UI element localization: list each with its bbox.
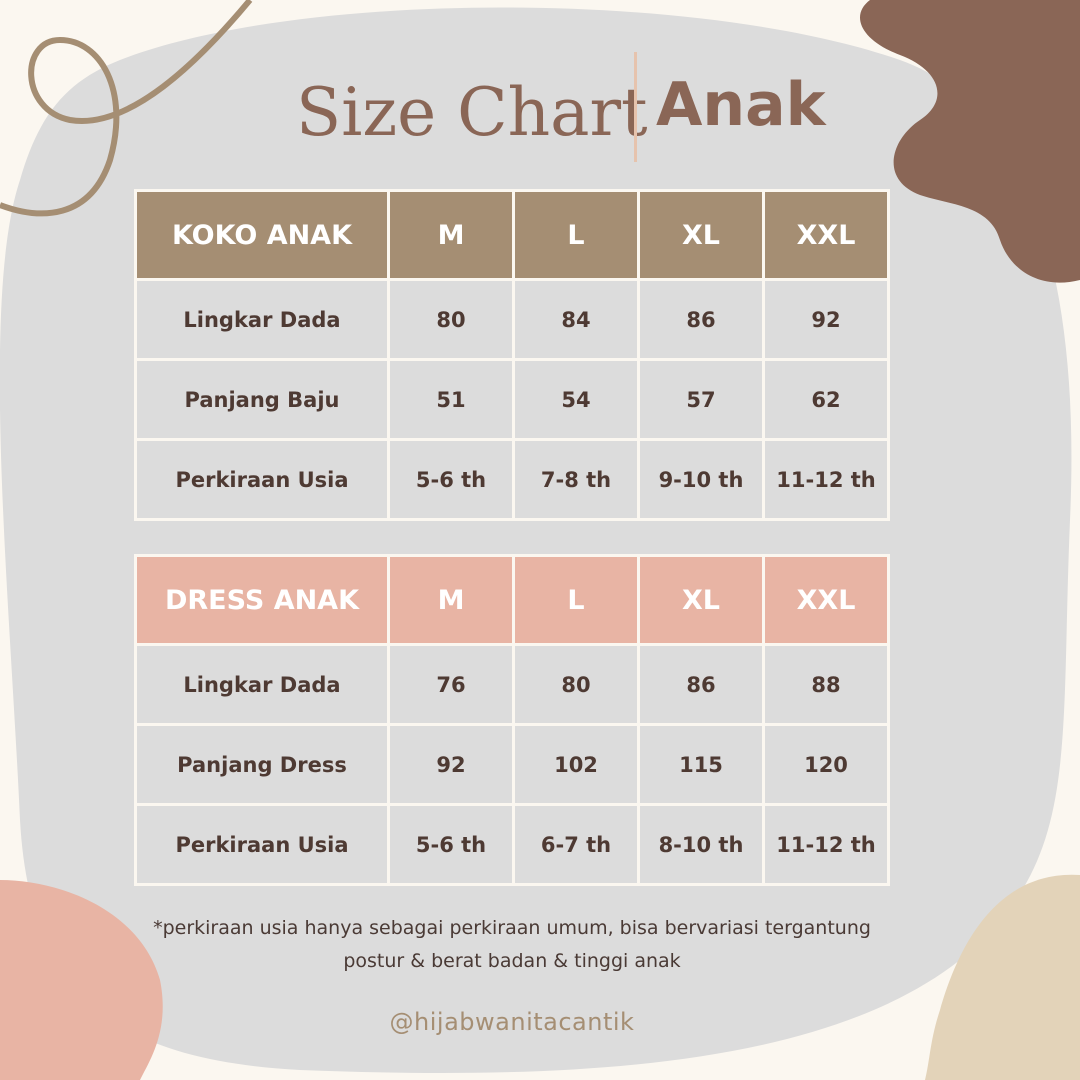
pink-blob (0, 880, 163, 1080)
beige-blob (925, 874, 1080, 1080)
table-row: Lingkar Dada 80 84 86 92 (134, 278, 890, 361)
category-header-cell: DRESS ANAK (134, 554, 390, 646)
row-label-cell: Perkiraan Usia (134, 438, 390, 521)
value-cell: 84 (512, 278, 640, 361)
value-cell: 5-6 th (387, 438, 515, 521)
value-cell: 6-7 th (512, 803, 640, 886)
row-label-cell: Lingkar Dada (134, 278, 390, 361)
size-header-cell: M (387, 554, 515, 646)
page-title: Size Chart Anak (0, 52, 1080, 172)
size-header-cell: L (512, 189, 640, 281)
footnote: *perkiraan usia hanya sebagai perkiraan … (100, 912, 924, 978)
row-label-cell: Perkiraan Usia (134, 803, 390, 886)
size-header-cell: XXL (762, 189, 890, 281)
value-cell: 80 (512, 643, 640, 726)
table-row: Panjang Baju 51 54 57 62 (134, 358, 890, 441)
value-cell: 5-6 th (387, 803, 515, 886)
row-label-cell: Panjang Dress (134, 723, 390, 806)
value-cell: 86 (637, 278, 765, 361)
value-cell: 57 (637, 358, 765, 441)
table-row: Perkiraan Usia 5-6 th 6-7 th 8-10 th 11-12 t… (134, 803, 890, 886)
value-cell: 92 (762, 278, 890, 361)
value-cell: 11-12 th (762, 803, 890, 886)
row-label-cell: Panjang Baju (134, 358, 390, 441)
value-cell: 8-10 th (637, 803, 765, 886)
value-cell: 54 (512, 358, 640, 441)
size-header-cell: M (387, 189, 515, 281)
size-header-cell: XL (637, 189, 765, 281)
value-cell: 92 (387, 723, 515, 806)
footnote-line-1: *perkiraan usia hanya sebagai perkiraan … (153, 917, 871, 939)
value-cell: 115 (637, 723, 765, 806)
size-header-cell: XXL (762, 554, 890, 646)
rope-line (0, 0, 253, 217)
value-cell: 88 (762, 643, 890, 726)
table-header-row: KOKO ANAK M L XL XXL (134, 189, 890, 281)
value-cell: 51 (387, 358, 515, 441)
footnote-line-2: postur & berat badan & tinggi anak (343, 950, 681, 972)
size-header-cell: XL (637, 554, 765, 646)
value-cell: 9-10 th (637, 438, 765, 521)
social-handle: @hijabwanitacantik (389, 1008, 635, 1036)
dress-size-table: DRESS ANAK M L XL XXL Lingkar Dada 76 80 86 88 Pan… (134, 554, 890, 886)
koko-size-table: KOKO ANAK M L XL XXL Lingkar Dada 80 84 86 92 Panj… (134, 189, 890, 521)
title-main: Size Chart (296, 74, 648, 151)
row-label-cell: Lingkar Dada (134, 643, 390, 726)
value-cell: 120 (762, 723, 890, 806)
value-cell: 102 (512, 723, 640, 806)
table-row: Perkiraan Usia 5-6 th 7-8 th 9-10 th 11-12 t… (134, 438, 890, 521)
category-header-cell: KOKO ANAK (134, 189, 390, 281)
title-divider (634, 52, 637, 162)
table-header-row: DRESS ANAK M L XL XXL (134, 554, 890, 646)
brown-blob (860, 0, 1080, 283)
value-cell: 7-8 th (512, 438, 640, 521)
value-cell: 62 (762, 358, 890, 441)
table-row: Lingkar Dada 76 80 86 88 (134, 643, 890, 726)
size-header-cell: L (512, 554, 640, 646)
table-row: Panjang Dress 92 102 115 120 (134, 723, 890, 806)
value-cell: 86 (637, 643, 765, 726)
value-cell: 11-12 th (762, 438, 890, 521)
value-cell: 76 (387, 643, 515, 726)
value-cell: 80 (387, 278, 515, 361)
title-sub: Anak (656, 70, 826, 140)
